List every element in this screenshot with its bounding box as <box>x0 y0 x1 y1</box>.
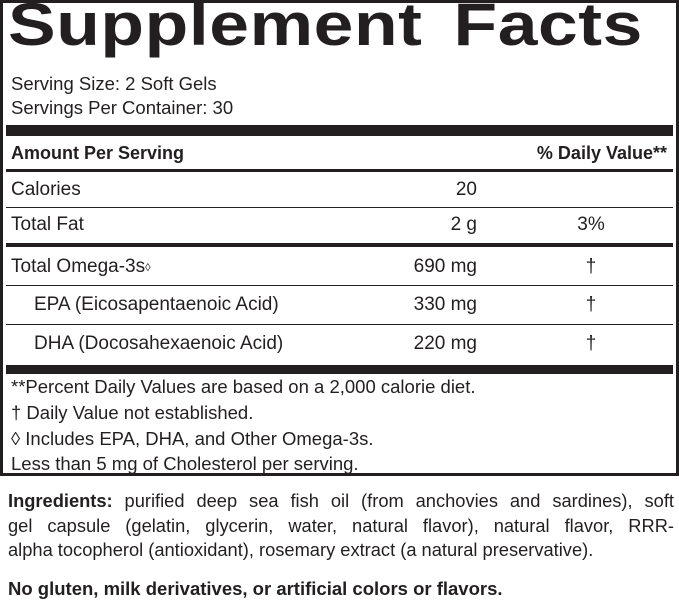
footnote-dagger: † Daily Value not established. <box>11 402 254 423</box>
ingredients-line: gel capsule (gelatin, glycerin, water, n… <box>8 514 674 536</box>
nutrient-name: Calories <box>11 179 81 200</box>
nutrient-daily-value: † <box>585 256 597 277</box>
panel-title: Supplement Facts <box>8 0 643 55</box>
title-word-facts: Facts <box>453 0 643 58</box>
nutrient-name: Total Omega-3s◊ <box>11 256 151 278</box>
ingredients-line: alpha tocopherol (antioxidant), rosemary… <box>8 539 594 560</box>
facts-box: Supplement Facts Serving Size: 2 Soft Gel… <box>0 0 679 476</box>
nutrient-name: DHA (Docosahexaenoic Acid) <box>34 333 284 354</box>
header-divider <box>6 169 673 172</box>
section-divider <box>6 243 673 247</box>
footnote-daily-values: **Percent Daily Values are based on a 2,… <box>11 376 476 397</box>
ingredients-label: Ingredients: <box>8 490 113 511</box>
row-divider <box>6 324 673 325</box>
nutrient-row-epa: EPA (Eicosapentaenoic Acid) 330 mg † <box>6 288 673 322</box>
free-from-statement: No gluten, milk derivatives, or artifici… <box>8 578 503 599</box>
nutrient-amount: 690 mg <box>413 256 477 277</box>
thick-divider <box>6 125 673 136</box>
nutrient-amount: 2 g <box>450 214 477 235</box>
serving-size: Serving Size: 2 Soft Gels <box>11 73 217 94</box>
diamond-footnote-mark: ◊ <box>145 262 151 274</box>
nutrient-amount: 330 mg <box>413 294 477 315</box>
footnote-cholesterol: Less than 5 mg of Cholesterol per servin… <box>11 453 359 474</box>
header-amount-per-serving: Amount Per Serving <box>11 143 185 163</box>
nutrient-name: Total Fat <box>11 214 84 235</box>
nutrient-daily-value: 3% <box>577 214 605 235</box>
thick-divider <box>6 365 673 374</box>
row-divider <box>6 207 673 208</box>
nutrient-name: EPA (Eicosapentaenoic Acid) <box>34 294 279 315</box>
nutrient-name-text: Total Omega-3s <box>11 256 146 277</box>
nutrient-daily-value: † <box>585 294 597 315</box>
ingredients-statement: Ingredients: purified deep sea fish oil … <box>8 489 674 563</box>
ingredients-line: Ingredients: purified deep sea fish oil … <box>8 489 674 514</box>
nutrient-row-dha: DHA (Docosahexaenoic Acid) 220 mg † <box>6 327 673 361</box>
nutrient-amount: 220 mg <box>413 333 477 354</box>
nutrient-row-total-fat: Total Fat 2 g 3% <box>6 208 673 242</box>
servings-per-container: Servings Per Container: 30 <box>11 97 234 118</box>
title-word-supplement: Supplement <box>8 0 423 58</box>
ingredients-text: purified deep sea fish oil (from anchovi… <box>112 490 674 511</box>
row-divider <box>6 285 673 286</box>
header-daily-value: % Daily Value** <box>536 143 667 163</box>
footnote-diamond: ◊ Includes EPA, DHA, and Other Omega-3s. <box>11 428 374 449</box>
nutrient-row-total-omega3: Total Omega-3s◊ 690 mg † <box>6 250 673 284</box>
nutrient-amount: 20 <box>455 179 477 200</box>
nutrient-daily-value: † <box>585 333 597 354</box>
nutrient-row-calories: Calories 20 <box>6 173 673 207</box>
